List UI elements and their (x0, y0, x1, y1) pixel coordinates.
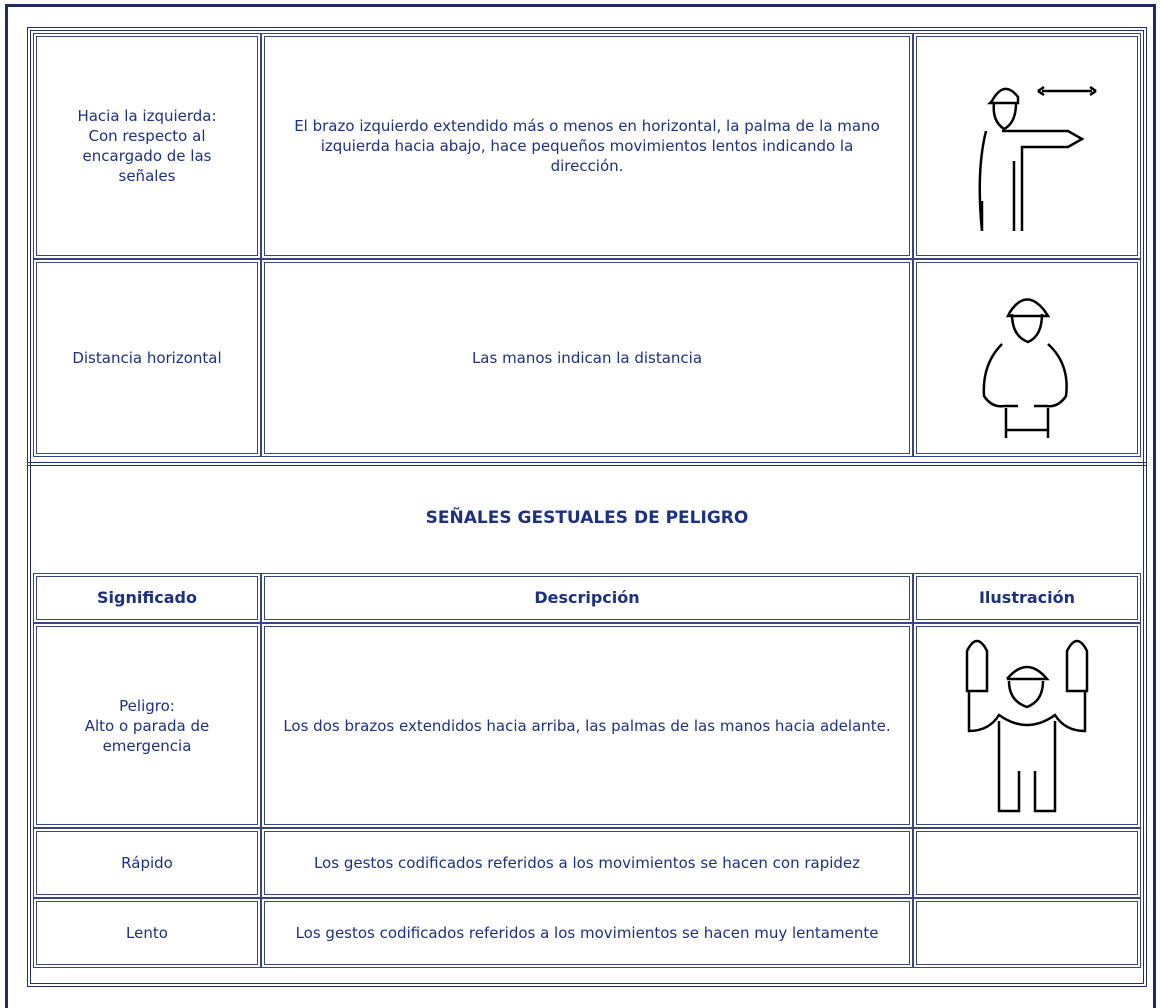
illustration-cell (913, 259, 1141, 457)
illustration (965, 639, 1089, 812)
meaning: Distancia horizontal (33, 259, 261, 457)
meaning: Peligro: Alto o parada de emergencia (33, 623, 261, 828)
meaning: Hacia la izquierda: Con respecto al enca… (33, 33, 261, 259)
illustration (978, 85, 1097, 231)
header-cell: Ilustración (913, 573, 1141, 623)
meaning: Rápido (33, 828, 261, 898)
description: Los dos brazos extendidos hacia arriba, … (261, 623, 913, 828)
illustration-cell (913, 623, 1141, 828)
divider (27, 462, 1147, 468)
description: Los gestos codificados referidos a los m… (261, 898, 913, 968)
description: Las manos indican la distancia (261, 259, 913, 457)
illustration (982, 298, 1068, 438)
frame (5, 4, 1156, 1008)
section-title: SEÑALES GESTUALES DE PELIGRO (425, 508, 749, 528)
meaning: Lento (33, 898, 261, 968)
description: El brazo izquierdo extendido más o menos… (261, 33, 913, 259)
description: Los gestos codificados referidos a los m… (261, 828, 913, 898)
header-cell: Descripción (261, 573, 913, 623)
illustration-cell (913, 898, 1141, 968)
header-cell: Significado (33, 573, 261, 623)
illustration-cell (913, 33, 1141, 259)
illustration-cell (913, 828, 1141, 898)
outer-box (27, 27, 1147, 987)
